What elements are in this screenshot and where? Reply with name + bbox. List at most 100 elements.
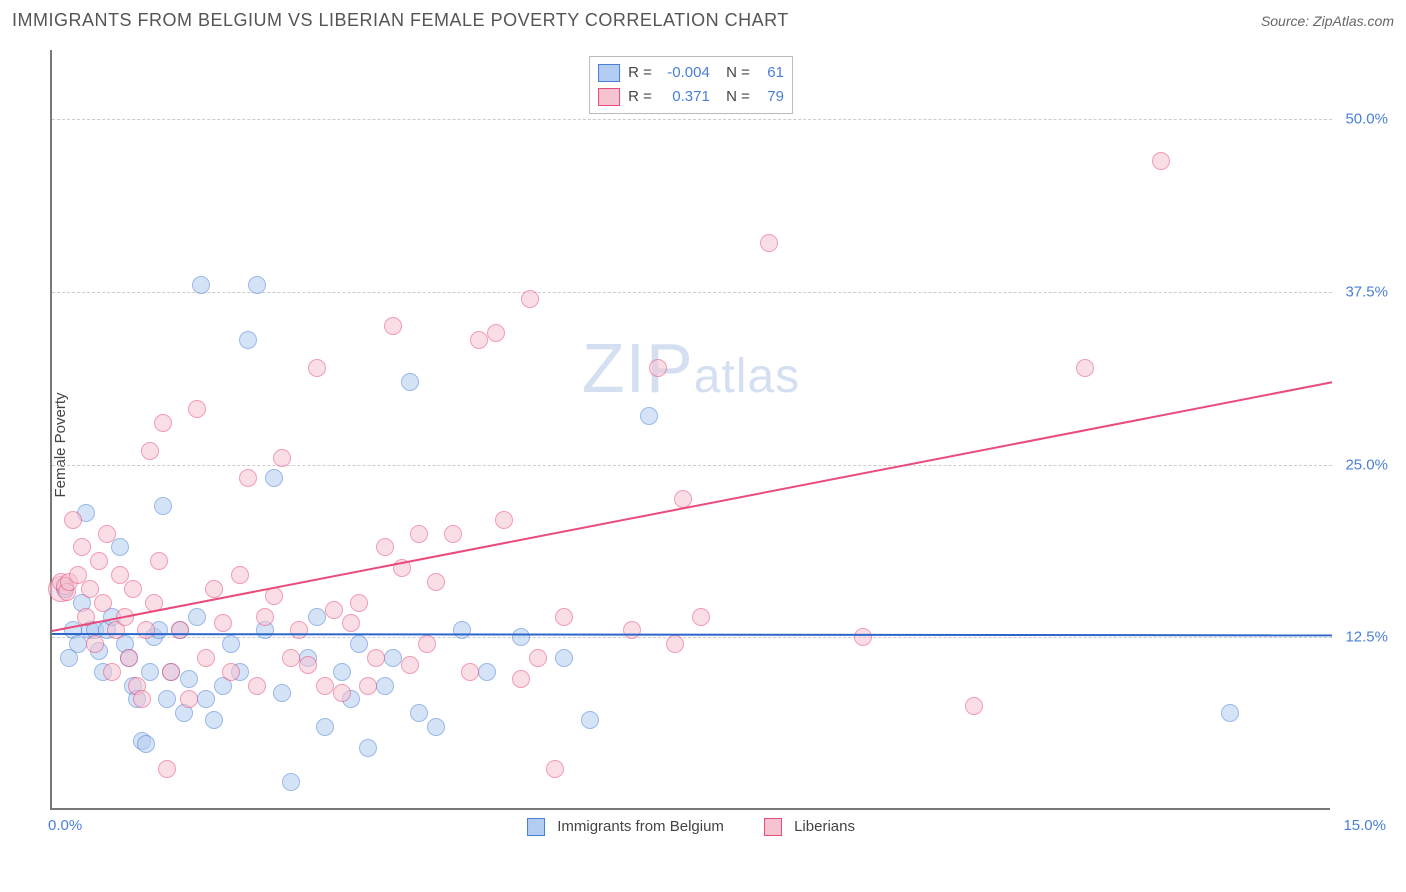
scatter-point-liberians [487, 324, 505, 342]
scatter-point-liberians [384, 317, 402, 335]
xlegend-swatch-liberians [764, 818, 782, 836]
scatter-point-liberians [214, 614, 232, 632]
scatter-point-belgium [581, 711, 599, 729]
scatter-point-belgium [555, 649, 573, 667]
scatter-point-belgium [188, 608, 206, 626]
y-tick-label: 25.0% [1345, 456, 1388, 473]
scatter-point-liberians [350, 594, 368, 612]
scatter-point-belgium [350, 635, 368, 653]
scatter-point-liberians [90, 552, 108, 570]
scatter-point-belgium [248, 276, 266, 294]
scatter-point-liberians [120, 649, 138, 667]
scatter-point-liberians [316, 677, 334, 695]
scatter-point-liberians [231, 566, 249, 584]
scatter-point-liberians [427, 573, 445, 591]
scatter-point-liberians [188, 400, 206, 418]
scatter-point-belgium [273, 684, 291, 702]
scatter-point-belgium [197, 690, 215, 708]
scatter-point-liberians [521, 290, 539, 308]
scatter-point-liberians [376, 538, 394, 556]
scatter-point-belgium [410, 704, 428, 722]
scatter-point-liberians [171, 621, 189, 639]
y-tick-label: 50.0% [1345, 111, 1388, 128]
scatter-point-belgium [512, 628, 530, 646]
scatter-point-belgium [239, 331, 257, 349]
scatter-point-liberians [1076, 359, 1094, 377]
scatter-point-liberians [180, 690, 198, 708]
gridline [52, 637, 1332, 638]
scatter-point-belgium [308, 608, 326, 626]
scatter-point-liberians [124, 580, 142, 598]
scatter-point-liberians [137, 621, 155, 639]
scatter-point-liberians [410, 525, 428, 543]
scatter-point-belgium [137, 735, 155, 753]
gridline [52, 119, 1332, 120]
scatter-point-liberians [965, 697, 983, 715]
scatter-point-belgium [640, 407, 658, 425]
scatter-point-belgium [265, 469, 283, 487]
legend-row-liberians: R = 0.371 N = 79 [598, 85, 784, 109]
scatter-point-belgium [333, 663, 351, 681]
x-axis-legend: Immigrants from Belgium Liberians [527, 818, 855, 836]
scatter-point-liberians [1152, 152, 1170, 170]
scatter-point-liberians [461, 663, 479, 681]
scatter-point-belgium [282, 773, 300, 791]
scatter-point-belgium [205, 711, 223, 729]
scatter-point-liberians [154, 414, 172, 432]
scatter-point-liberians [512, 670, 530, 688]
chart-header: IMMIGRANTS FROM BELGIUM VS LIBERIAN FEMA… [0, 0, 1406, 37]
scatter-point-liberians [444, 525, 462, 543]
scatter-point-liberians [222, 663, 240, 681]
scatter-point-liberians [86, 635, 104, 653]
scatter-point-liberians [197, 649, 215, 667]
x-tick-max: 15.0% [1343, 817, 1386, 834]
chart-area: Female Poverty ZIPatlas R = -0.004 N = 6… [50, 50, 1390, 840]
xlegend-item-belgium: Immigrants from Belgium [527, 818, 724, 836]
legend-n-belgium: 61 [758, 61, 784, 85]
scatter-point-belgium [180, 670, 198, 688]
scatter-point-liberians [256, 608, 274, 626]
scatter-point-liberians [666, 635, 684, 653]
plot-region: ZIPatlas R = -0.004 N = 61 R = 0.371 N =… [50, 50, 1330, 810]
scatter-point-liberians [282, 649, 300, 667]
xlegend-swatch-belgium [527, 818, 545, 836]
legend-swatch-liberians [598, 88, 620, 106]
scatter-point-liberians [299, 656, 317, 674]
scatter-point-belgium [453, 621, 471, 639]
scatter-point-liberians [248, 677, 266, 695]
y-tick-label: 37.5% [1345, 283, 1388, 300]
watermark: ZIPatlas [582, 328, 800, 408]
legend-r-belgium: -0.004 [660, 61, 710, 85]
scatter-point-liberians [205, 580, 223, 598]
scatter-point-belgium [192, 276, 210, 294]
legend-r-liberians: 0.371 [660, 85, 710, 109]
scatter-point-liberians [308, 359, 326, 377]
scatter-point-liberians [150, 552, 168, 570]
scatter-point-liberians [470, 331, 488, 349]
scatter-point-liberians [649, 359, 667, 377]
scatter-point-liberians [103, 663, 121, 681]
trend-line-liberians [52, 382, 1332, 633]
trend-line-belgium [52, 633, 1332, 636]
scatter-point-belgium [427, 718, 445, 736]
scatter-point-liberians [333, 684, 351, 702]
scatter-point-liberians [495, 511, 513, 529]
legend-swatch-belgium [598, 64, 620, 82]
scatter-point-belgium [69, 635, 87, 653]
scatter-point-liberians [162, 663, 180, 681]
scatter-point-liberians [141, 442, 159, 460]
legend-box: R = -0.004 N = 61 R = 0.371 N = 79 [589, 56, 793, 114]
scatter-point-liberians [854, 628, 872, 646]
scatter-point-belgium [141, 663, 159, 681]
scatter-point-belgium [376, 677, 394, 695]
scatter-point-liberians [367, 649, 385, 667]
scatter-point-liberians [555, 608, 573, 626]
scatter-point-belgium [154, 497, 172, 515]
scatter-point-liberians [529, 649, 547, 667]
scatter-point-belgium [111, 538, 129, 556]
y-tick-label: 12.5% [1345, 629, 1388, 646]
legend-row-belgium: R = -0.004 N = 61 [598, 61, 784, 85]
scatter-point-liberians [64, 511, 82, 529]
scatter-point-liberians [760, 234, 778, 252]
scatter-point-belgium [316, 718, 334, 736]
